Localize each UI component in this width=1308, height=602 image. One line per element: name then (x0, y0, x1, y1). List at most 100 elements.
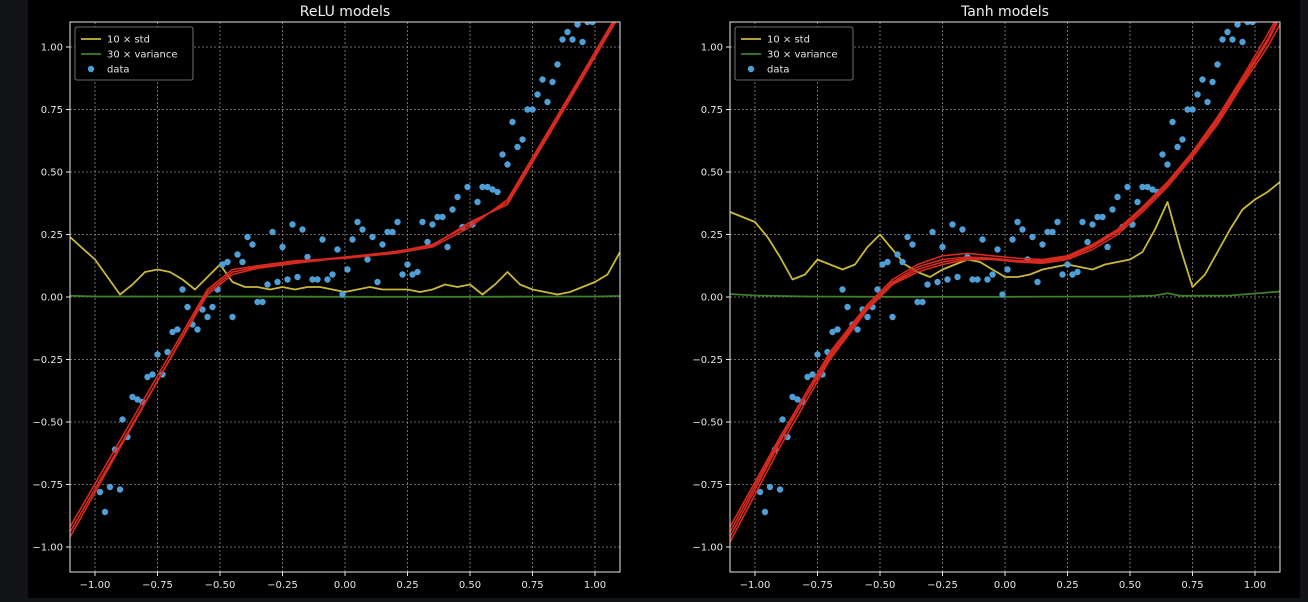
data-point (1194, 91, 1201, 98)
data-point (1084, 238, 1091, 246)
legend-label: 10 × std (767, 35, 810, 46)
model-curve (730, 22, 1276, 528)
data-point (429, 221, 436, 228)
data-point (204, 313, 211, 321)
data-point (1239, 38, 1246, 46)
y-tick-label: −0.25 (692, 355, 723, 366)
y-tick-label: 0.25 (41, 230, 63, 241)
y-tick-label: −0.50 (692, 418, 723, 429)
data-point (129, 393, 136, 401)
data-point (899, 258, 906, 266)
x-tick-label: 0.00 (994, 580, 1016, 591)
model-curve (70, 22, 614, 528)
axes-frame (69, 21, 621, 573)
data-point (1169, 118, 1176, 126)
y-tick-label: 0.00 (41, 293, 63, 304)
data-point (539, 76, 546, 83)
data-point (1029, 233, 1036, 241)
data-point (989, 271, 996, 278)
data-point (1189, 106, 1196, 113)
data-point (394, 218, 401, 226)
data-point (789, 393, 796, 401)
data-point (1064, 261, 1071, 268)
data-point (814, 351, 821, 358)
legend: 10 × std 30 × variance data (74, 26, 194, 81)
data-point (134, 396, 141, 403)
x-tick-label: 0.75 (1181, 580, 1203, 591)
data-point (894, 251, 901, 258)
data-point (779, 416, 786, 423)
data-point (304, 253, 311, 261)
data-point (554, 61, 561, 68)
data-point (344, 266, 351, 273)
data-point (1109, 206, 1116, 213)
chart-title: ReLU models (300, 4, 390, 20)
x-tick-label: 0.50 (1119, 580, 1141, 591)
data-point (1159, 151, 1166, 158)
data-point (434, 213, 441, 221)
x-tick-label: −1.00 (740, 580, 771, 591)
y-tick-label: 0.50 (701, 168, 723, 179)
data-point (934, 278, 941, 286)
data-point (101, 508, 109, 516)
data-point (1099, 213, 1106, 221)
data-point (944, 276, 951, 283)
std-line (730, 181, 1280, 288)
data-point (1199, 76, 1206, 83)
data-point (1174, 143, 1181, 151)
data-point (379, 241, 386, 248)
model-curve (70, 22, 617, 533)
data-point (1069, 271, 1076, 278)
data-point (1144, 183, 1151, 191)
data-point (449, 206, 456, 213)
data-point (1209, 78, 1216, 86)
y-tick-label: −1.00 (32, 543, 63, 554)
data-point (804, 373, 811, 381)
data-point (439, 213, 446, 221)
data-point (169, 328, 176, 336)
data-point (1104, 243, 1111, 251)
data-point (569, 36, 576, 43)
data-point (919, 298, 926, 306)
data-point (119, 416, 126, 423)
legend-box (734, 26, 854, 81)
data-point (299, 226, 306, 233)
y-tick-label: 0.75 (41, 105, 63, 116)
data-point (509, 118, 516, 126)
data-point (1014, 218, 1021, 226)
y-tick-label: 0.25 (701, 230, 723, 241)
data-point (589, 22, 596, 26)
y-tick-label: 1.00 (41, 43, 63, 54)
y-tick-label: 1.00 (701, 43, 723, 54)
data-point (761, 508, 769, 516)
data-point (106, 483, 114, 491)
model-curve (730, 22, 1278, 533)
x-tick-label: 0.00 (334, 580, 356, 591)
data-point (776, 486, 784, 493)
x-tick-label: 0.75 (521, 580, 543, 591)
data-point (549, 78, 556, 86)
data-point (239, 258, 246, 266)
data-point (1149, 186, 1156, 193)
data-point (1114, 193, 1121, 201)
data-point (924, 281, 931, 288)
data-point (914, 298, 921, 306)
data-point (489, 186, 496, 193)
data-point (324, 276, 331, 283)
x-tick-label: −0.75 (802, 580, 833, 591)
data-point (949, 221, 956, 228)
data-point (279, 243, 286, 251)
data-point (979, 236, 986, 243)
data-point (1039, 241, 1046, 248)
data-point (96, 488, 104, 496)
data-point (874, 286, 881, 293)
data-point (384, 228, 391, 236)
data-point (374, 278, 381, 286)
legend-label: 30 × variance (107, 50, 178, 61)
data-point (444, 243, 451, 251)
data-point (1214, 61, 1221, 68)
data-point (1224, 28, 1231, 36)
data-point (184, 303, 191, 311)
data-point (209, 303, 216, 311)
data-point (249, 241, 256, 248)
